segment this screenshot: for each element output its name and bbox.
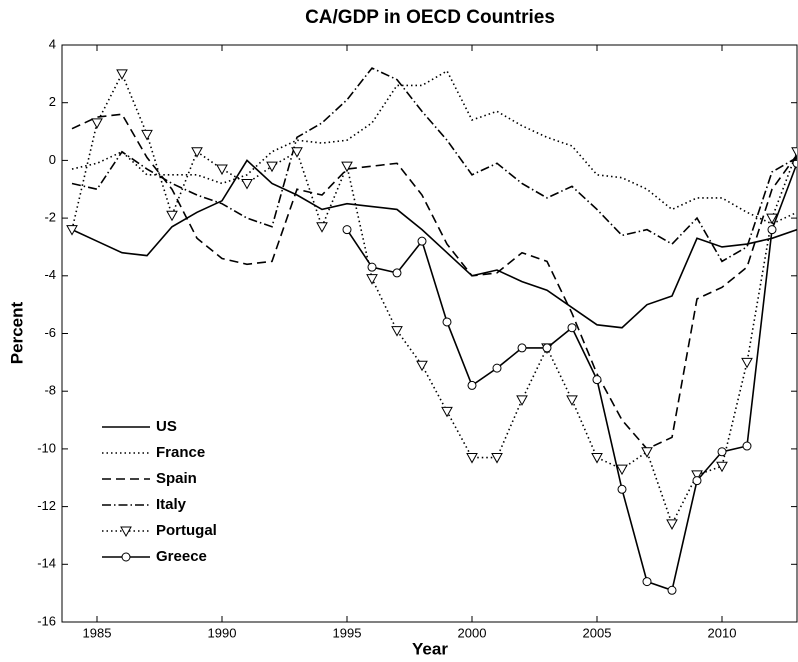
legend-marker	[121, 552, 131, 562]
marker	[342, 225, 352, 235]
marker	[392, 268, 402, 278]
marker	[766, 213, 778, 225]
plot-area	[66, 67, 797, 595]
marker	[441, 406, 453, 418]
chart-title: CA/GDP in OECD Countries	[305, 7, 555, 28]
marker	[191, 147, 203, 158]
series-line	[71, 69, 797, 225]
marker	[642, 577, 652, 587]
y-tick-label: 4	[49, 36, 56, 51]
marker	[566, 395, 578, 406]
x-tick-label: 1985	[83, 625, 112, 640]
marker	[617, 484, 627, 494]
marker	[692, 476, 702, 486]
legend-label: Italy	[156, 496, 187, 513]
y-tick-label: 2	[49, 94, 56, 109]
legend-marker	[120, 526, 132, 538]
marker	[416, 360, 428, 372]
x-tick-label: 2005	[583, 625, 612, 640]
marker	[666, 519, 678, 530]
marker	[91, 118, 103, 129]
marker	[616, 464, 628, 476]
x-tick-label: 2000	[458, 625, 487, 640]
marker	[742, 441, 752, 451]
y-tick-label: -2	[44, 210, 56, 225]
marker	[291, 147, 303, 158]
marker	[767, 225, 777, 235]
marker	[466, 453, 478, 464]
marker	[792, 158, 797, 168]
marker	[442, 317, 452, 327]
series-line	[71, 67, 797, 263]
marker	[491, 453, 503, 464]
marker	[542, 343, 552, 353]
marker	[691, 470, 703, 481]
y-tick-label: -14	[37, 556, 56, 571]
marker	[166, 210, 178, 222]
marker	[492, 363, 502, 373]
marker	[116, 69, 128, 80]
y-tick-label: -10	[37, 440, 56, 455]
legend-label: Spain	[156, 470, 197, 487]
marker	[716, 461, 728, 473]
x-axis-label: Year	[412, 639, 448, 658]
marker	[417, 236, 427, 246]
marker	[741, 357, 753, 369]
marker	[367, 262, 377, 272]
legend-label: France	[156, 444, 205, 461]
marker	[592, 375, 602, 385]
marker	[467, 380, 477, 390]
marker	[66, 225, 78, 236]
legend-label: Greece	[156, 548, 207, 565]
series-line	[71, 159, 797, 329]
marker	[141, 129, 153, 141]
legend-label: Portugal	[156, 522, 217, 539]
y-axis-label: Percent	[7, 301, 26, 364]
y-tick-label: -4	[44, 267, 56, 282]
marker	[791, 147, 797, 158]
y-tick-label: 0	[49, 152, 56, 167]
marker	[567, 323, 577, 333]
marker	[717, 447, 727, 457]
y-tick-label: -16	[37, 613, 56, 628]
marker	[516, 395, 528, 406]
marker	[641, 447, 653, 458]
marker	[216, 164, 228, 176]
marker	[241, 178, 253, 190]
x-tick-label: 1995	[333, 625, 362, 640]
marker	[591, 453, 603, 464]
x-tick-label: 2010	[708, 625, 737, 640]
series-line	[71, 71, 797, 526]
marker	[341, 161, 353, 173]
series-line	[346, 163, 797, 592]
marker	[316, 222, 328, 233]
marker	[517, 343, 527, 353]
legend-label: US	[156, 418, 177, 435]
y-tick-label: -8	[44, 383, 56, 398]
marker	[266, 161, 278, 173]
marker	[667, 585, 677, 595]
marker	[366, 274, 378, 285]
series-line	[71, 113, 797, 450]
marker	[391, 326, 403, 337]
y-tick-label: -12	[37, 498, 56, 513]
y-tick-label: -6	[44, 325, 56, 340]
x-tick-label: 1990	[208, 625, 237, 640]
